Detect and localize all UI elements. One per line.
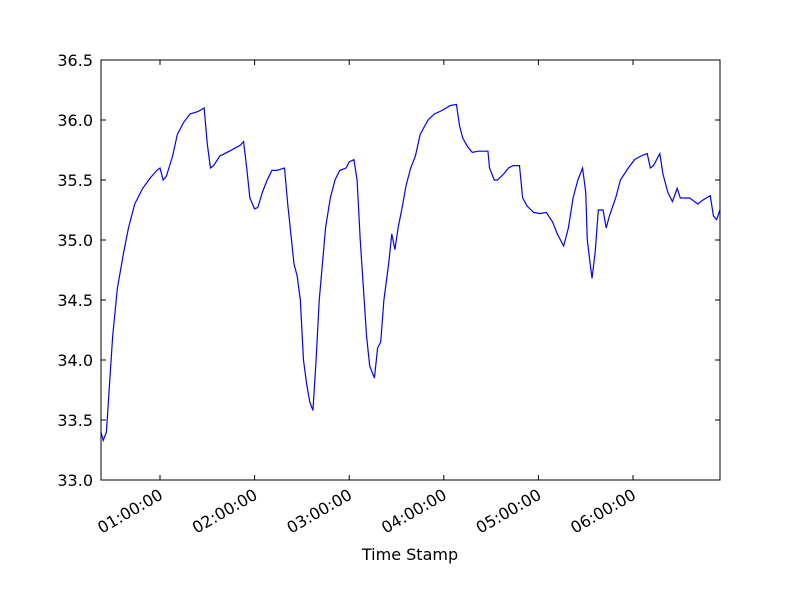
y-tick-label: 35.5 bbox=[57, 171, 93, 190]
y-tick-label: 36.0 bbox=[57, 111, 93, 130]
data-line bbox=[100, 103, 721, 443]
plot-frame bbox=[100, 59, 721, 481]
y-tick-label: 34.0 bbox=[57, 351, 93, 370]
x-axis-label: Time Stamp bbox=[361, 545, 458, 564]
y-tick-label: 36.5 bbox=[57, 51, 93, 70]
y-tick-label: 33.5 bbox=[57, 411, 93, 430]
y-tick-label: 35.0 bbox=[57, 231, 93, 250]
y-tick-label: 33.0 bbox=[57, 471, 93, 490]
y-tick-label: 34.5 bbox=[57, 291, 93, 310]
